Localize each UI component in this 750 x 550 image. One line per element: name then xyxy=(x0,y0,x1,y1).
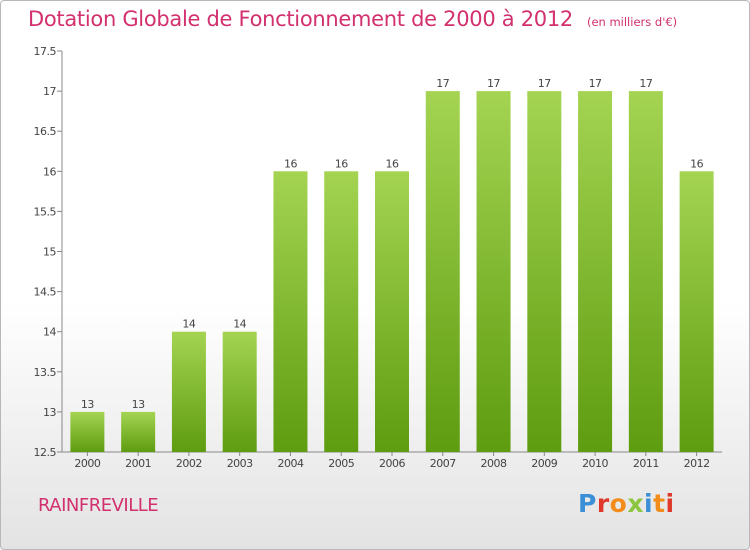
logo-letter: o xyxy=(609,489,628,518)
x-tick-label: 2009 xyxy=(531,457,557,470)
bar xyxy=(476,91,511,452)
y-tick-label: 15.5 xyxy=(34,205,57,218)
logo-letter: r xyxy=(596,489,610,518)
bar-value-label: 17 xyxy=(538,77,551,90)
chart-subtitle: (en milliers d'€) xyxy=(586,15,678,29)
x-tick-label: 2002 xyxy=(176,457,202,470)
bar-value-label: 17 xyxy=(639,77,652,90)
x-tick-label: 2006 xyxy=(379,457,405,470)
bar xyxy=(679,171,714,453)
x-tick-label: 2007 xyxy=(430,457,456,470)
chart-title-text: Dotation Globale de Fonctionnement de 20… xyxy=(28,7,573,31)
bar xyxy=(222,331,257,452)
y-tick-label: 12.5 xyxy=(34,446,57,459)
x-tick-label: 2008 xyxy=(481,457,507,470)
bar xyxy=(324,171,359,453)
y-tick-label: 17.5 xyxy=(34,45,57,58)
proxiti-logo[interactable]: Proxiti xyxy=(578,489,675,518)
x-tick-label: 2001 xyxy=(125,457,151,470)
bar-value-label: 14 xyxy=(182,318,195,331)
chart-title: Dotation Globale de Fonctionnement de 20… xyxy=(28,7,677,31)
commune-name: RAINFREVILLE xyxy=(38,495,159,516)
y-tick-label: 14 xyxy=(43,326,56,339)
x-tick-label: 2012 xyxy=(684,457,710,470)
bar-value-label: 16 xyxy=(335,157,348,170)
bar-value-label: 13 xyxy=(81,398,94,411)
x-tick-label: 2005 xyxy=(328,457,354,470)
x-tick-label: 2000 xyxy=(74,457,100,470)
bar xyxy=(171,331,206,452)
y-tick-label: 14.5 xyxy=(34,286,57,299)
y-tick-label: 16.5 xyxy=(34,125,57,138)
logo-letter: x xyxy=(627,489,644,518)
bar xyxy=(527,91,562,452)
bar-value-label: 17 xyxy=(589,77,602,90)
logo-letter: P xyxy=(578,489,597,518)
bar xyxy=(70,411,105,452)
bar-value-label: 13 xyxy=(132,398,145,411)
x-tick-label: 2010 xyxy=(582,457,608,470)
bar xyxy=(628,91,663,452)
bar-value-label: 16 xyxy=(386,157,399,170)
logo-letter: i xyxy=(644,489,654,518)
y-tick-label: 15 xyxy=(43,246,56,259)
bar xyxy=(375,171,409,453)
bar xyxy=(425,91,460,452)
y-tick-label: 13 xyxy=(43,406,56,419)
logo-letter: i xyxy=(665,489,675,518)
x-tick-label: 2004 xyxy=(277,457,303,470)
bar-value-label: 17 xyxy=(487,77,500,90)
bar-value-label: 14 xyxy=(233,318,246,331)
logo-letter: t xyxy=(653,489,666,518)
bar-value-label: 17 xyxy=(436,77,449,90)
bar-value-label: 16 xyxy=(690,157,703,170)
bar xyxy=(121,411,156,452)
bar-value-label: 16 xyxy=(284,157,297,170)
y-tick-label: 16 xyxy=(43,165,56,178)
y-tick-label: 13.5 xyxy=(34,366,57,379)
bar xyxy=(578,91,613,452)
bar xyxy=(273,171,308,453)
y-tick-label: 17 xyxy=(43,85,56,98)
x-tick-label: 2011 xyxy=(633,457,659,470)
x-tick-label: 2003 xyxy=(227,457,253,470)
